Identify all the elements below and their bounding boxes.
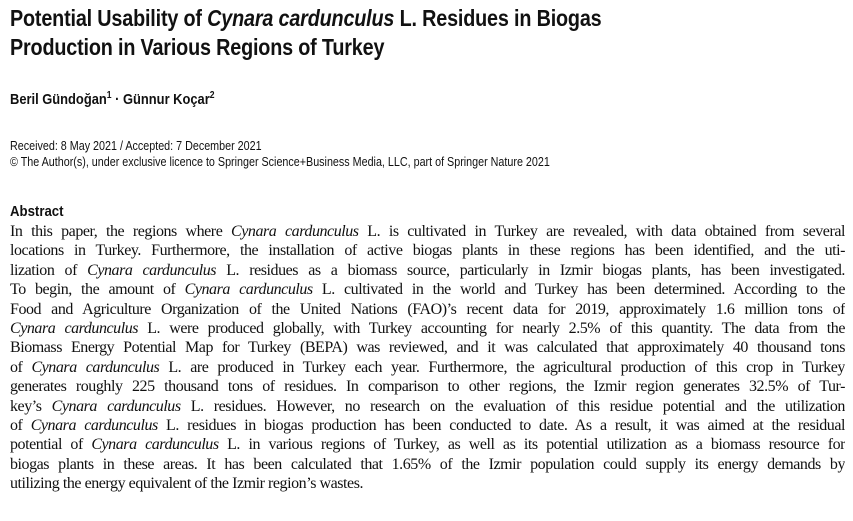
abstract-text: lization of [10, 261, 88, 279]
abstract-line: of Cynara cardunculus L. residues in bio… [10, 416, 845, 435]
author-separator: · [111, 91, 124, 108]
title-text: L. Residues in Biogas [394, 5, 602, 31]
abstract-text: of [10, 358, 32, 376]
abstract-text: key’s [10, 397, 52, 415]
paper-title: Potential Usability of Cynara cardunculu… [10, 4, 602, 62]
abstract-body: In this paper, the regions where Cynara … [10, 222, 845, 493]
abstract-text: L. are produced in Turkey each year. Fur… [159, 358, 845, 376]
abstract-line: generates roughly 225 thousand tons of r… [10, 377, 845, 396]
abstract-line: biogas plants in these areas. It has bee… [10, 455, 845, 474]
abstract-line: lization of Cynara cardunculus L. residu… [10, 261, 845, 280]
author-affiliation[interactable]: 2 [209, 90, 215, 101]
abstract-text: locations in Turkey. Furthermore, the in… [10, 242, 845, 260]
abstract-line: Food and Agriculture Organization of the… [10, 300, 845, 319]
title-line-2: Production in Various Regions of Turkey [10, 34, 385, 60]
author-name[interactable]: Beril Gündoğan [10, 91, 107, 108]
abstract-text: L. cultivated in the world and Turkey ha… [312, 281, 845, 299]
species-name: Cynara cardunculus [87, 261, 217, 279]
species-name: Cynara cardunculus [184, 281, 314, 299]
abstract-line: of Cynara cardunculus L. are produced in… [10, 358, 845, 377]
abstract-text: L. is cultivated in Turkey are revealed,… [358, 223, 845, 240]
author-list: Beril Gündoğan1 · Günnur Koçar2 [10, 90, 215, 108]
abstract-line: potential of Cynara cardunculus L. in va… [10, 435, 845, 454]
article-dates: Received: 8 May 2021 / Accepted: 7 Decem… [10, 139, 262, 153]
abstract-text: L. residues. However, no research on the… [180, 397, 845, 415]
abstract-line: key’s Cynara cardunculus L. residues. Ho… [10, 397, 845, 416]
article-meta: Received: 8 May 2021 / Accepted: 7 Decem… [10, 138, 550, 170]
abstract-text: L. were produced globally, with Turkey a… [138, 319, 845, 337]
abstract-text: L. residues as a biomass source, particu… [216, 261, 845, 279]
abstract-line: locations in Turkey. Furthermore, the in… [10, 241, 845, 260]
species-name: Cynara cardunculus [231, 223, 359, 240]
species-name: Cynara cardunculus [30, 416, 159, 434]
abstract-line: Biomass Energy Potential Map for Turkey … [10, 338, 845, 357]
abstract-text: In this paper, the regions where [10, 223, 232, 240]
species-name: Cynara cardunculus [51, 397, 181, 415]
abstract-text: potential of [10, 436, 92, 454]
title-species: Cynara cardunculus [207, 5, 395, 31]
copyright-notice: © The Author(s), under exclusive licence… [10, 155, 550, 169]
species-name: Cynara cardunculus [10, 319, 139, 337]
abstract-text: L. residues in biogas production has bee… [157, 416, 845, 434]
species-name: Cynara cardunculus [31, 358, 160, 376]
abstract-text: utilizing the energy equivalent of the I… [10, 475, 364, 493]
author-name[interactable]: Günnur Koçar [123, 91, 210, 108]
author-affiliation[interactable]: 1 [106, 90, 112, 101]
abstract-text: generates roughly 225 thousand tons of r… [10, 378, 845, 396]
abstract-line: To begin, the amount of Cynara carduncul… [10, 280, 845, 299]
abstract-text: To begin, the amount of [10, 281, 185, 299]
species-name: Cynara cardunculus [91, 436, 219, 454]
abstract-text: Food and Agriculture Organization of the… [10, 300, 845, 318]
title-text: Potential Usability of [10, 5, 208, 31]
abstract-heading: Abstract [10, 203, 64, 220]
abstract-text: Biomass Energy Potential Map for Turkey … [10, 339, 845, 357]
abstract-text: biogas plants in these areas. It has bee… [10, 455, 845, 473]
abstract-text: of [10, 416, 31, 434]
abstract-line: utilizing the energy equivalent of the I… [10, 474, 845, 493]
abstract-line: In this paper, the regions where Cynara … [10, 222, 845, 241]
abstract-line: Cynara cardunculus L. were produced glob… [10, 319, 845, 338]
abstract-text: L. in various regions of Turkey, as well… [218, 436, 845, 454]
